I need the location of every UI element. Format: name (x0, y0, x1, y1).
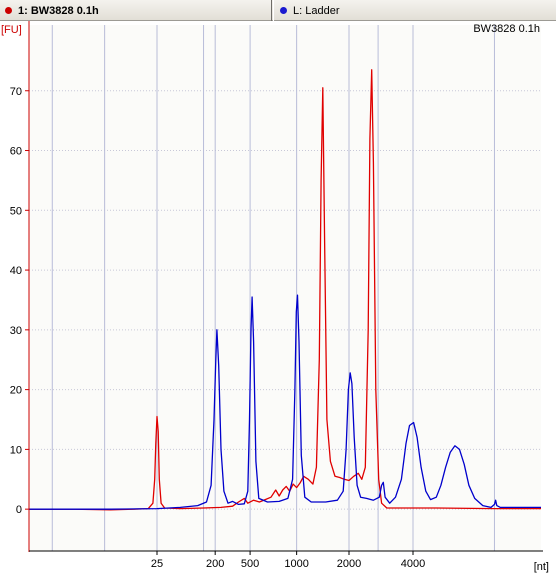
tab-sample-label: 1: BW3828 0.1h (18, 4, 99, 17)
y-tick-label: 50 (10, 205, 22, 217)
tab-sample[interactable]: 1: BW3828 0.1h (0, 0, 272, 21)
electropherogram-plot: 0 10 20 30 40 50 60 70 25 200 500 1000 2000 4000 [FU] [… (0, 21, 556, 586)
y-tick-label: 70 (10, 86, 22, 98)
plot-area (29, 25, 541, 551)
y-tick-label: 10 (10, 444, 22, 456)
series-line-ladder (29, 294, 541, 510)
series-line-sample (29, 69, 541, 511)
trace-tab-bar: 1: BW3828 0.1h L: Ladder (0, 0, 556, 21)
y-tick-label: 30 (10, 325, 22, 337)
y-tick-label: 20 (10, 385, 22, 397)
x-axis-label: [nt] (534, 561, 549, 573)
x-tick-label: 2000 (337, 558, 361, 570)
x-tick-label: 25 (151, 558, 163, 570)
ladder-color-dot-icon (280, 7, 287, 14)
tab-ladder[interactable]: L: Ladder (273, 0, 556, 21)
tab-ladder-label: L: Ladder (293, 4, 340, 17)
y-tick-label: 60 (10, 146, 22, 158)
x-tick-label: 200 (206, 558, 224, 570)
x-tick-label: 500 (241, 558, 259, 570)
y-axis-label: [FU] (1, 24, 22, 36)
x-tick-label: 4000 (401, 558, 425, 570)
sample-color-dot-icon (5, 7, 12, 14)
x-tick-label: 1000 (284, 558, 308, 570)
y-tick-label: 40 (10, 265, 22, 277)
electropherogram-chart: 0 10 20 30 40 50 60 70 25 200 500 1000 2000 4000 [FU] [… (1, 21, 549, 573)
y-tick-label: 0 (16, 504, 22, 516)
chart-title: BW3828 0.1h (473, 23, 540, 35)
